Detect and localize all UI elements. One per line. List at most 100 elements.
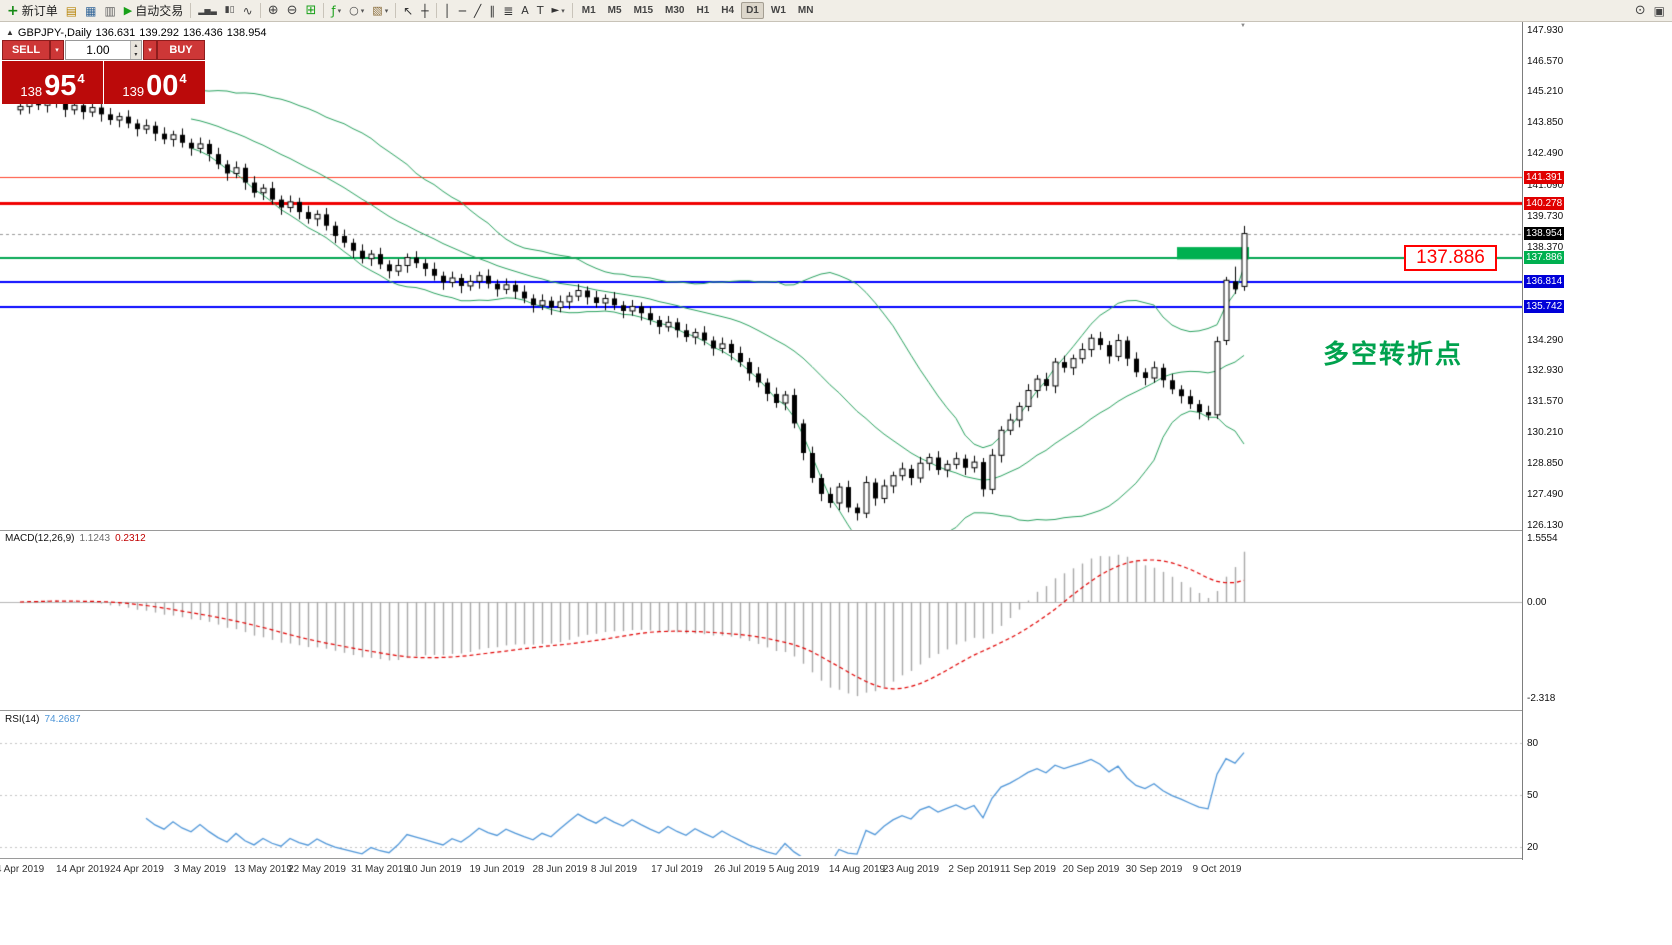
- buy-options-caret[interactable]: ▾: [143, 40, 157, 60]
- price-line-label: 136.814: [1524, 275, 1565, 288]
- ohlc-low: 136.436: [183, 27, 223, 39]
- bid-price-tile[interactable]: 138 95 4: [2, 61, 103, 104]
- rsi-scale-label: 20: [1527, 842, 1539, 853]
- chevron-down-icon: ▾: [561, 7, 565, 15]
- bar-chart-icon: ▂▅▃: [198, 5, 217, 15]
- line-chart-icon: ∿: [242, 3, 253, 18]
- arrows-icon: ►: [551, 4, 560, 16]
- date-axis-label: 19 Jun 2019: [469, 864, 525, 875]
- data-window-icon: ▥: [104, 3, 116, 18]
- chevron-down-icon: ▾: [360, 7, 365, 15]
- price-line-label: 141.391: [1524, 171, 1565, 184]
- timeframe-w1-button[interactable]: W1: [770, 5, 786, 16]
- price-line-label: 137.886: [1524, 251, 1565, 264]
- timeframe-m5-button[interactable]: M5: [607, 5, 622, 16]
- macd-signal-value: 0.2312: [115, 533, 146, 544]
- chart-canvas[interactable]: [0, 22, 1522, 860]
- autotrading-button[interactable]: ▶ 自动交易: [121, 1, 186, 20]
- pane-separator[interactable]: [0, 530, 1569, 531]
- main-toolbar: + 新订单 ▤ ▦ ▥ ▶ 自动交易 ▂▅▃ ▮▯ ∿ ⊕ ⊖ ⊞ ƒ ▾ ○ ▾ ▧ ▾ ↖ ┼ │ ─ ╱ ∥ ≣ A T ► ▾ M1…: [0, 0, 1672, 22]
- zoom-out-button[interactable]: ⊖: [284, 1, 301, 20]
- new-chart-window-button[interactable]: ▣: [1651, 1, 1668, 20]
- date-axis-label: 2 Sep 2019: [948, 864, 1000, 875]
- sell-options-caret[interactable]: ▾: [50, 40, 64, 60]
- data-window-button[interactable]: ▥: [101, 1, 118, 20]
- date-axis-label: 14 Apr 2019: [56, 864, 110, 875]
- price-axis-label: 146.570: [1527, 56, 1564, 67]
- price-axis-label: 132.930: [1527, 365, 1564, 376]
- chart-shift-marker: ▼: [1240, 23, 1246, 29]
- tile-windows-button[interactable]: ⊞: [303, 1, 320, 20]
- label-button[interactable]: T: [534, 1, 547, 20]
- toolbar-separator: [323, 3, 325, 18]
- indicators-button[interactable]: ƒ ▾: [328, 1, 344, 20]
- channel-button[interactable]: ∥: [486, 1, 498, 20]
- search-button[interactable]: ⊙: [1632, 1, 1649, 20]
- price-axis-label: 145.210: [1527, 86, 1564, 97]
- volume-stepper: ▴ ▾: [129, 41, 141, 59]
- tile-windows-icon: ⊞: [305, 3, 317, 18]
- chart-tile-button[interactable]: ▤: [63, 1, 80, 20]
- ohlc-close: 138.954: [226, 27, 267, 39]
- date-axis-label: 17 Jul 2019: [651, 864, 703, 875]
- profiles-icon: ▦: [85, 3, 97, 18]
- price-axis-label: 138.370: [1527, 242, 1564, 253]
- chevron-down-icon: ▾: [337, 7, 342, 15]
- price-axis-label: 127.490: [1527, 489, 1564, 500]
- arrows-button[interactable]: ► ▾: [549, 1, 568, 20]
- volume-up-button[interactable]: ▴: [130, 41, 141, 50]
- date-axis-label: 23 Aug 2019: [882, 864, 940, 875]
- timeframe-m30-button[interactable]: M30: [665, 5, 685, 16]
- buy-button[interactable]: BUY: [157, 40, 205, 60]
- line-chart-button[interactable]: ∿: [240, 1, 256, 20]
- fibonacci-button[interactable]: ≣: [500, 1, 516, 20]
- zoom-in-icon: ⊕: [267, 3, 279, 18]
- text-button[interactable]: A: [518, 1, 532, 20]
- sell-button[interactable]: SELL: [2, 40, 50, 60]
- price-level-callout[interactable]: 137.886: [1404, 245, 1497, 271]
- price-axis[interactable]: 147.930 146.570 145.210 143.850 142.490 141.0…: [1522, 22, 1569, 860]
- vertical-line-button[interactable]: │: [441, 1, 454, 20]
- date-axis-label: 10 Jun 2019: [406, 864, 462, 875]
- horizontal-line-button[interactable]: ─: [456, 1, 469, 20]
- date-axis-label: 26 Jul 2019: [714, 864, 766, 875]
- timeframe-h4-button[interactable]: H4: [721, 5, 735, 16]
- volume-down-button[interactable]: ▾: [130, 50, 141, 59]
- date-axis-label: 24 Apr 2019: [110, 864, 164, 875]
- bar-chart-button[interactable]: ▂▅▃: [195, 1, 219, 20]
- pane-separator[interactable]: [0, 710, 1569, 711]
- chevron-down-icon: ▾: [148, 47, 152, 54]
- chart-annotation-text[interactable]: 多空转折点: [1323, 339, 1464, 369]
- date-axis-label: 28 Jun 2019: [532, 864, 588, 875]
- timeframe-m15-button[interactable]: M15: [633, 5, 654, 16]
- new-order-button[interactable]: + 新订单: [4, 1, 61, 20]
- crosshair-button[interactable]: ┼: [418, 1, 431, 20]
- date-axis[interactable]: 4 Apr 2019 14 Apr 2019 24 Apr 2019 3 May 20…: [0, 859, 1522, 880]
- timeframe-m1-button[interactable]: M1: [581, 5, 596, 16]
- date-axis-label: 5 Aug 2019: [768, 864, 820, 875]
- timeframe-mn-button[interactable]: MN: [797, 5, 814, 16]
- chevron-down-icon: ▾: [55, 47, 59, 54]
- chevron-up-icon: ▴: [134, 42, 138, 49]
- price-axis-label: 134.290: [1527, 335, 1564, 346]
- candlestick-chart-button[interactable]: ▮▯: [222, 1, 238, 20]
- profiles-button[interactable]: ▦: [82, 1, 99, 20]
- bid-pips: 95: [44, 69, 77, 102]
- date-axis-label: 3 May 2019: [173, 864, 227, 875]
- volume-input[interactable]: [66, 41, 130, 59]
- new-order-button-label: 新订单: [21, 4, 58, 18]
- periods-button[interactable]: ○ ▾: [346, 1, 367, 20]
- trendline-button[interactable]: ╱: [471, 1, 484, 20]
- ask-price-tile[interactable]: 139 00 4: [104, 61, 205, 104]
- pane-separator[interactable]: [0, 858, 1569, 859]
- zoom-in-button[interactable]: ⊕: [265, 1, 282, 20]
- timeframe-h1-button[interactable]: H1: [696, 5, 710, 16]
- timeframe-d1-button[interactable]: D1: [741, 2, 764, 19]
- templates-button[interactable]: ▧ ▾: [369, 1, 391, 20]
- trade-panel-toggle[interactable]: ▲: [6, 28, 14, 37]
- cursor-button[interactable]: ↖: [400, 1, 416, 20]
- date-axis-label: 31 May 2019: [351, 864, 409, 875]
- ohlc-open: 136.631: [95, 27, 136, 39]
- one-click-trading-panel: SELL ▾ ▴ ▾ ▾ BUY 138 95 4 139 00 4: [2, 40, 205, 104]
- ask-pips: 00: [146, 69, 179, 102]
